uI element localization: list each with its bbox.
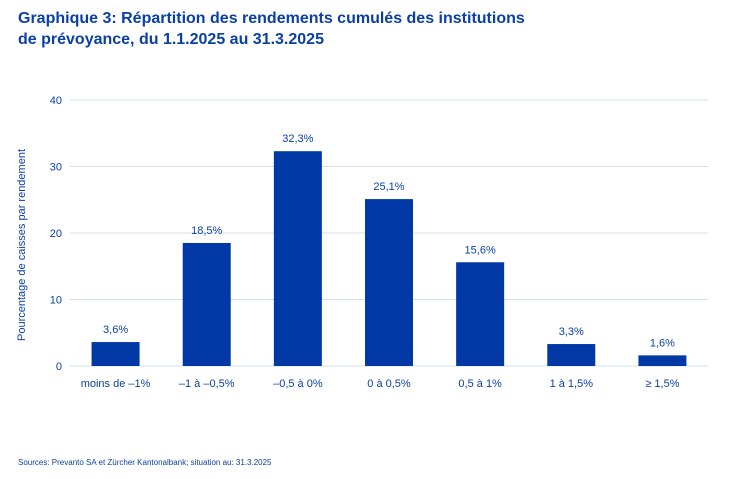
- bar-value-label-1: 3,6%: [103, 324, 128, 336]
- x-tick-label-2: –1 à –0,5%: [179, 378, 235, 390]
- x-tick-label-6: 1 à 1,5%: [550, 378, 594, 390]
- y-tick-label-10: 10: [50, 295, 62, 307]
- x-tick-label-1: moins de –1%: [81, 378, 151, 390]
- x-tick-label-4: 0 à 0,5%: [367, 378, 411, 390]
- y-tick-label-20: 20: [50, 228, 62, 240]
- bar-value-label-4: 25,1%: [373, 181, 404, 193]
- bar-6: [547, 344, 596, 366]
- bar-value-label-2: 18,5%: [191, 225, 222, 237]
- bar-value-label-7: 1,6%: [650, 337, 675, 349]
- bar-5: [456, 262, 505, 366]
- bar-value-label-3: 32,3%: [282, 133, 313, 145]
- bar-4: [365, 199, 413, 366]
- y-tick-label-40: 40: [50, 95, 62, 107]
- bar-7: [638, 355, 687, 366]
- bar-value-label-6: 3,3%: [559, 326, 584, 338]
- x-tick-label-5: 0,5 à 1%: [458, 378, 502, 390]
- chart-title: Graphique 3: Répartition des rendements …: [18, 8, 718, 50]
- bar-2: [182, 242, 231, 366]
- chart-title-line-1: Graphique 3: Répartition des rendements …: [18, 10, 525, 27]
- source-note: Sources: Prevanto SA et Zürcher Kantonal…: [18, 458, 272, 467]
- bar-3: [273, 151, 322, 366]
- x-tick-label-7: ≥ 1,5%: [645, 378, 679, 390]
- y-tick-label-30: 30: [50, 162, 62, 174]
- bar-value-label-5: 15,6%: [465, 244, 496, 256]
- chart-title-line-2: de prévoyance, du 1.1.2025 au 31.3.2025: [18, 31, 324, 48]
- y-tick-label-0: 0: [56, 361, 62, 373]
- bar-1: [91, 342, 140, 366]
- x-tick-label-3: –0,5 à 0%: [273, 378, 323, 390]
